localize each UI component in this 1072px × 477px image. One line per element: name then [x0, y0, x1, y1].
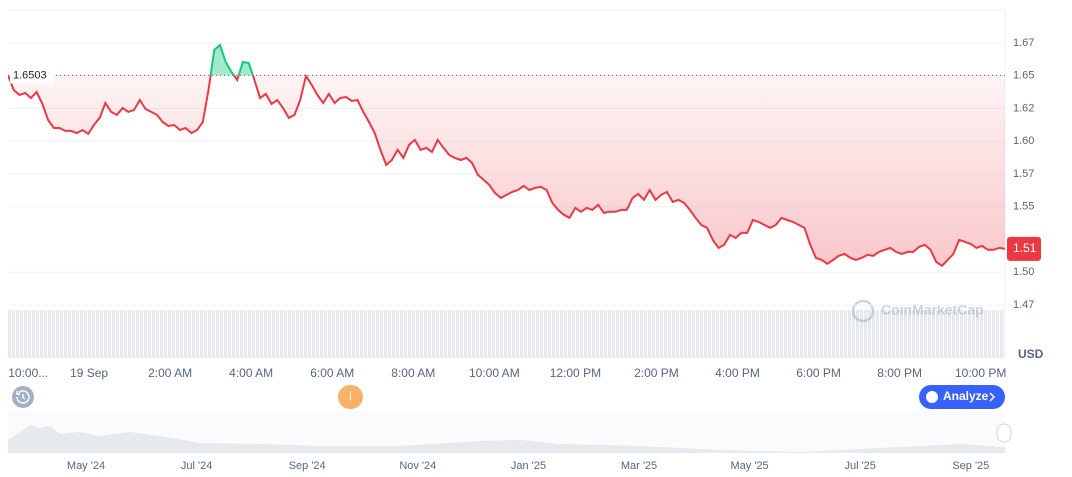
- price-badge: [1007, 236, 1041, 261]
- x-tick-label: 12:00 PM: [550, 366, 601, 380]
- history-icon: [16, 390, 30, 404]
- y-tick-label: 1.65: [1013, 70, 1034, 82]
- navigator-label: May '24: [67, 460, 105, 472]
- x-tick-label: 10:00...: [8, 366, 48, 380]
- x-tick-label: 2:00 PM: [634, 366, 679, 380]
- y-tick-label: 1.60: [1013, 135, 1034, 147]
- analyze-chevron: [989, 392, 996, 402]
- analyze-button[interactable]: [919, 385, 1005, 409]
- navigator-handle[interactable]: [996, 423, 1012, 443]
- x-tick-label: 2:00 AM: [148, 366, 192, 380]
- price-line: [8, 75, 1005, 268]
- navigator-label: May '25: [731, 460, 769, 472]
- reference-label: 1.6503: [13, 69, 47, 81]
- x-tick-label: 10:00 PM: [955, 366, 1006, 380]
- area-below: [8, 75, 1005, 266]
- x-tick-label: 8:00 AM: [391, 366, 435, 380]
- analyze-icon: [926, 391, 938, 403]
- navigator-label: Sep '24: [289, 460, 326, 472]
- x-tick-label: 8:00 PM: [877, 366, 922, 380]
- x-tick-label: 6:00 AM: [310, 366, 354, 380]
- y-tick-label: 1.47: [1013, 299, 1034, 311]
- analyze-text: Analyze: [943, 389, 989, 403]
- x-tick-label: 19 Sep: [70, 366, 108, 380]
- navigator-label: Sep '25: [952, 460, 989, 472]
- watermark: CoinMarketCap: [851, 299, 984, 323]
- reference-label-bg: [10, 67, 54, 84]
- navigator-label: Jul '25: [844, 460, 875, 472]
- y-unit: USD: [1018, 347, 1044, 361]
- y-tick-label: 1.67: [1013, 37, 1034, 49]
- x-tick-label: 4:00 PM: [715, 366, 760, 380]
- y-tick-label: 1.50: [1013, 266, 1034, 278]
- x-tick-label: 10:00 AM: [469, 366, 520, 380]
- x-tick-label: 6:00 PM: [796, 366, 841, 380]
- navigator-label: Nov '24: [399, 460, 436, 472]
- navigator-label: Mar '25: [621, 460, 657, 472]
- event-marker-text: i: [349, 389, 352, 403]
- watermark-text: CoinMarketCap: [881, 302, 984, 318]
- navigator-label: Jan '25: [511, 460, 546, 472]
- event-marker[interactable]: [338, 385, 363, 409]
- y-tick-label: 1.55: [1013, 201, 1034, 213]
- navigator-label: Jul '24: [181, 460, 212, 472]
- volume-band: [8, 310, 1005, 358]
- x-tick-label: 4:00 AM: [229, 366, 273, 380]
- navigator-area: [8, 425, 1005, 453]
- y-tick-label: 1.62: [1013, 102, 1034, 114]
- y-tick-label: 1.57: [1013, 168, 1034, 180]
- price-badge-text: 1.51: [1013, 241, 1037, 255]
